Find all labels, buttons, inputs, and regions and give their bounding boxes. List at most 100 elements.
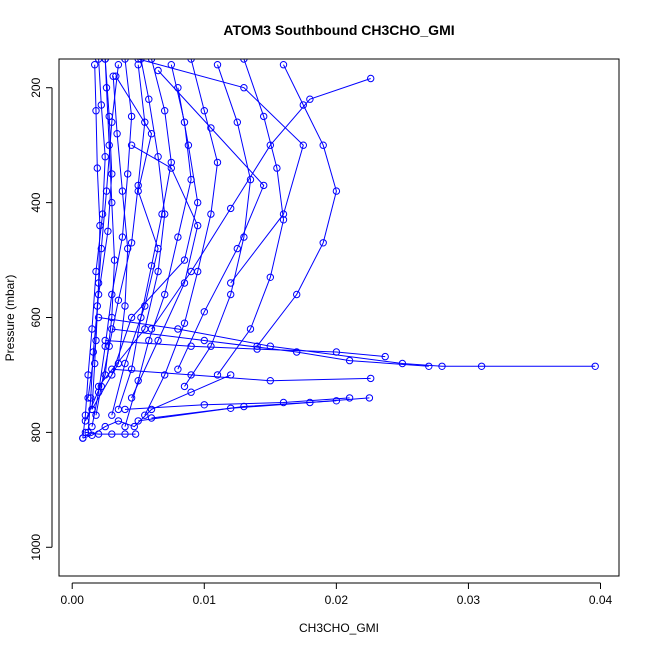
series-28 — [127, 141, 202, 402]
data-point — [213, 60, 222, 69]
data-point — [154, 153, 162, 161]
data-point — [260, 112, 268, 121]
series-9 — [213, 59, 288, 379]
series-14 — [101, 336, 389, 361]
data-point — [174, 233, 182, 241]
data-point — [194, 221, 202, 230]
data-point — [345, 356, 354, 365]
data-point — [147, 130, 156, 138]
data-point — [187, 267, 195, 276]
data-point — [124, 170, 132, 178]
data-point — [101, 59, 109, 63]
series-20 — [79, 371, 235, 442]
series-layer — [79, 59, 599, 442]
data-point — [84, 394, 92, 402]
data-point — [88, 405, 96, 414]
data-point — [89, 348, 98, 356]
data-point — [345, 394, 354, 402]
data-point — [174, 365, 182, 373]
data-point — [134, 181, 142, 190]
data-point — [91, 60, 99, 69]
data-point — [319, 141, 327, 149]
series-line — [144, 59, 219, 416]
data-point — [365, 394, 374, 402]
data-point — [240, 59, 248, 63]
data-point — [108, 170, 116, 178]
data-point — [108, 313, 116, 322]
data-point — [227, 204, 235, 213]
data-point — [104, 227, 112, 236]
data-point — [127, 239, 136, 247]
data-point — [187, 342, 195, 350]
data-point — [137, 59, 145, 63]
data-point — [233, 118, 242, 126]
data-point — [591, 362, 599, 370]
data-point — [240, 84, 248, 92]
data-point — [121, 359, 129, 368]
data-point — [233, 244, 242, 253]
series-line — [84, 59, 116, 422]
data-point — [141, 302, 149, 310]
data-point — [141, 411, 149, 419]
data-point — [134, 417, 142, 425]
data-point — [121, 405, 129, 414]
data-point — [299, 141, 307, 149]
data-point — [96, 221, 104, 230]
data-point — [246, 325, 255, 333]
data-point — [141, 325, 149, 333]
data-point — [398, 359, 407, 368]
x-tick-label: 0.01 — [193, 593, 217, 607]
data-point — [279, 210, 288, 218]
y-tick-label: 1000 — [29, 534, 43, 561]
data-point — [97, 244, 106, 253]
data-point — [94, 279, 103, 287]
series-line — [105, 340, 386, 358]
series-29 — [108, 72, 162, 419]
data-point — [187, 388, 195, 396]
series-line — [184, 64, 252, 387]
series-line — [111, 328, 429, 367]
series-line — [131, 144, 199, 399]
data-point — [227, 279, 235, 287]
data-point — [200, 107, 209, 115]
series-line — [91, 76, 129, 410]
data-point — [187, 59, 195, 63]
data-point — [213, 158, 222, 167]
data-point — [207, 210, 215, 218]
data-point — [184, 141, 193, 149]
data-point — [161, 107, 169, 115]
data-point — [319, 239, 327, 247]
series-line — [151, 400, 337, 419]
x-tick-label: 0.00 — [61, 593, 85, 607]
data-point — [147, 262, 156, 270]
data-point — [161, 290, 169, 299]
data-point — [141, 118, 149, 126]
data-point — [207, 342, 215, 350]
series-line — [138, 59, 304, 284]
data-point — [88, 422, 96, 431]
series-line — [98, 59, 166, 387]
data-point — [87, 394, 95, 402]
data-point — [127, 112, 136, 121]
series-10 — [253, 60, 341, 350]
series-8 — [180, 60, 255, 391]
data-point — [108, 430, 116, 438]
data-point — [88, 431, 96, 439]
data-point — [131, 430, 140, 438]
data-point — [94, 313, 103, 322]
series-line — [111, 75, 159, 416]
data-point — [108, 411, 116, 419]
data-point — [113, 130, 121, 138]
y-axis-label: Pressure (mbar) — [3, 275, 17, 362]
series-line — [111, 87, 199, 376]
data-point — [207, 124, 215, 132]
data-point — [108, 371, 116, 379]
series-21 — [81, 59, 119, 425]
data-point — [134, 187, 142, 195]
data-point — [161, 371, 169, 379]
data-point — [266, 273, 274, 281]
data-point — [174, 84, 182, 92]
series-13 — [108, 325, 433, 370]
